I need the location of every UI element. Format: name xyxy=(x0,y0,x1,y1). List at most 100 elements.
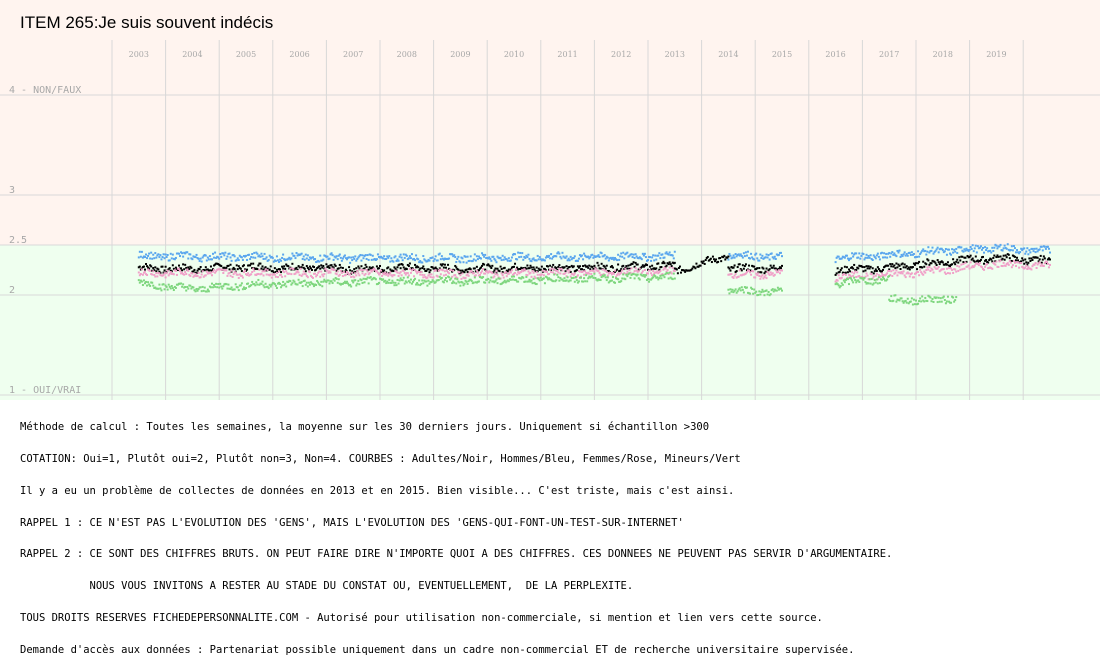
data-point xyxy=(154,266,157,269)
data-point xyxy=(303,267,306,270)
data-point xyxy=(867,278,870,281)
data-point xyxy=(245,254,247,257)
data-point xyxy=(500,268,503,271)
data-point xyxy=(411,258,414,261)
data-point xyxy=(508,278,511,281)
data-point xyxy=(876,252,879,255)
data-point xyxy=(743,255,746,258)
data-point xyxy=(275,268,278,271)
data-point xyxy=(336,270,339,273)
data-point xyxy=(899,255,902,258)
data-point xyxy=(615,258,618,261)
data-point xyxy=(998,245,1001,248)
data-point xyxy=(666,262,669,265)
data-point xyxy=(280,259,283,262)
data-point xyxy=(581,271,584,274)
data-point xyxy=(1035,266,1038,269)
data-point xyxy=(982,268,984,271)
data-point xyxy=(835,278,838,281)
data-point xyxy=(932,271,935,274)
data-point xyxy=(313,266,316,269)
data-point xyxy=(712,258,715,261)
data-point xyxy=(962,250,965,253)
data-point xyxy=(164,253,167,256)
data-point xyxy=(666,252,669,255)
data-point xyxy=(475,265,478,268)
data-point xyxy=(159,271,162,274)
data-point xyxy=(351,279,354,282)
data-point xyxy=(1003,264,1006,267)
data-point xyxy=(626,270,629,273)
data-point xyxy=(268,274,271,277)
data-point xyxy=(148,283,151,286)
data-point xyxy=(656,276,659,279)
data-point xyxy=(916,271,919,274)
data-point xyxy=(549,257,552,260)
data-point xyxy=(553,273,556,276)
data-point xyxy=(473,267,476,270)
data-point xyxy=(531,282,534,285)
data-point xyxy=(476,271,479,274)
data-point xyxy=(391,269,394,272)
y-tick-label: 3 xyxy=(9,185,15,196)
data-point xyxy=(547,265,550,268)
data-point xyxy=(764,274,767,277)
data-point xyxy=(882,276,885,279)
data-point xyxy=(194,272,197,275)
data-point xyxy=(418,269,421,272)
data-point xyxy=(738,254,741,257)
data-point xyxy=(1000,264,1003,267)
data-point xyxy=(1049,251,1051,254)
data-point xyxy=(371,266,374,269)
data-point xyxy=(772,264,775,267)
data-point xyxy=(571,266,574,269)
data-point xyxy=(600,262,603,265)
data-point xyxy=(596,255,599,258)
data-point xyxy=(354,272,357,275)
data-point xyxy=(199,286,202,289)
data-point xyxy=(669,271,672,274)
data-point xyxy=(895,262,898,265)
data-point xyxy=(1037,260,1040,263)
data-point xyxy=(401,259,404,262)
data-point xyxy=(587,271,590,274)
data-point xyxy=(499,277,502,280)
data-point xyxy=(927,259,930,262)
data-point xyxy=(288,267,291,270)
data-point xyxy=(633,277,636,280)
data-point xyxy=(551,266,554,269)
data-point xyxy=(149,269,152,272)
data-point xyxy=(969,246,972,249)
data-point xyxy=(192,270,195,273)
data-point xyxy=(164,265,167,268)
data-point xyxy=(339,283,342,286)
data-point xyxy=(429,257,432,260)
data-point xyxy=(504,271,507,274)
data-point xyxy=(755,267,758,270)
data-point xyxy=(272,282,275,285)
data-point xyxy=(536,254,539,257)
data-point xyxy=(921,249,924,252)
data-point xyxy=(963,256,966,259)
data-point xyxy=(941,261,944,264)
data-point xyxy=(356,270,359,273)
data-point xyxy=(254,273,257,276)
data-point xyxy=(371,254,374,257)
data-point xyxy=(749,271,752,274)
data-point xyxy=(315,275,318,278)
data-point xyxy=(146,284,149,287)
data-point xyxy=(781,289,783,292)
data-point xyxy=(773,255,776,258)
data-point xyxy=(879,275,882,278)
series-adultes-noir xyxy=(137,253,1051,276)
data-point xyxy=(595,278,598,281)
data-point xyxy=(734,288,737,291)
data-point xyxy=(366,276,369,279)
data-point xyxy=(493,275,496,278)
data-point xyxy=(722,256,725,259)
data-point xyxy=(327,271,330,274)
data-point xyxy=(318,265,321,268)
data-point xyxy=(276,259,279,262)
data-point xyxy=(436,275,439,278)
data-point xyxy=(634,273,637,276)
